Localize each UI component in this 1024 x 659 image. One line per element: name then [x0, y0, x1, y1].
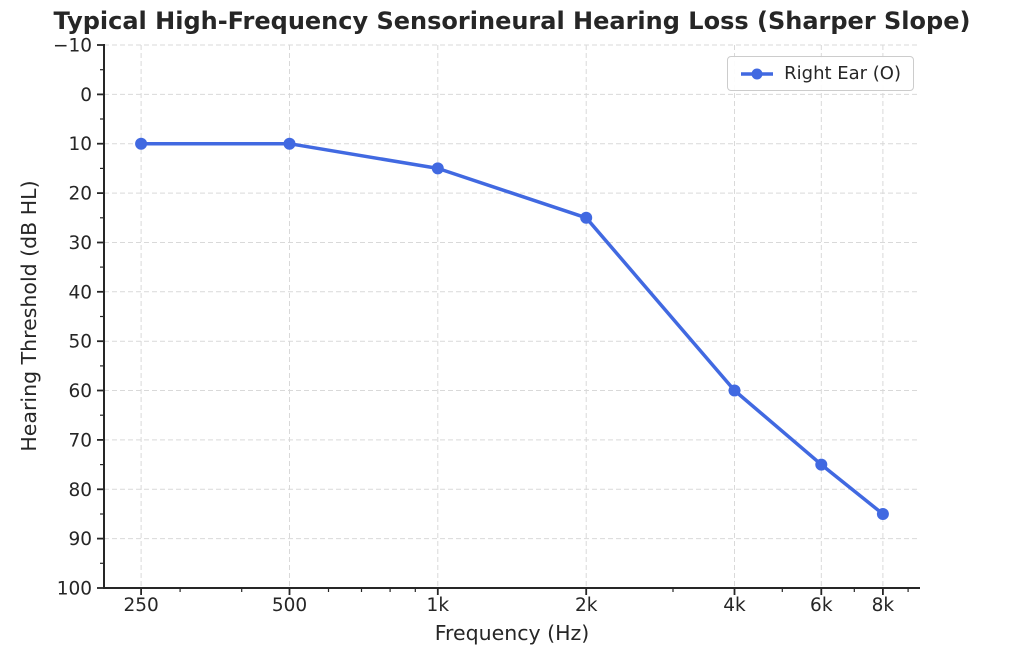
- chart-title: Typical High-Frequency Sensorineural Hea…: [53, 7, 971, 35]
- legend-line-marker-icon: [740, 67, 774, 81]
- svg-text:1k: 1k: [427, 595, 450, 616]
- svg-text:500: 500: [272, 595, 307, 616]
- svg-text:70: 70: [68, 430, 92, 451]
- legend: Right Ear (O): [727, 56, 914, 91]
- svg-text:30: 30: [68, 233, 92, 254]
- svg-text:−10: −10: [53, 36, 92, 57]
- svg-text:6k: 6k: [810, 595, 833, 616]
- svg-text:60: 60: [68, 381, 92, 402]
- svg-text:100: 100: [57, 579, 92, 600]
- svg-text:2k: 2k: [575, 595, 598, 616]
- svg-text:10: 10: [68, 134, 92, 155]
- svg-text:4k: 4k: [723, 595, 746, 616]
- svg-text:50: 50: [68, 332, 92, 353]
- svg-text:80: 80: [68, 480, 92, 501]
- svg-text:40: 40: [68, 282, 92, 303]
- svg-text:0: 0: [80, 85, 92, 106]
- x-axis-label: Frequency (Hz): [434, 621, 590, 645]
- svg-text:8k: 8k: [872, 595, 895, 616]
- svg-text:250: 250: [123, 595, 158, 616]
- svg-text:20: 20: [68, 184, 92, 205]
- legend-label: Right Ear (O): [784, 63, 901, 84]
- svg-text:90: 90: [68, 529, 92, 550]
